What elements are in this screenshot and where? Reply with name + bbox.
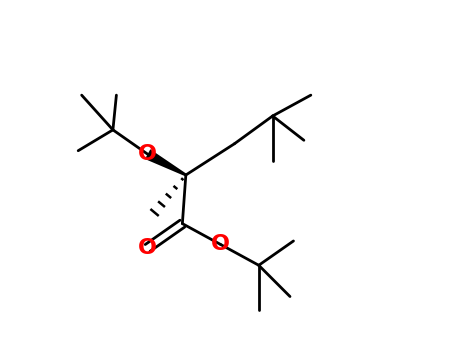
Text: O: O [138,238,157,258]
Polygon shape [145,149,187,176]
Text: O: O [138,144,157,164]
Text: O: O [211,234,230,254]
